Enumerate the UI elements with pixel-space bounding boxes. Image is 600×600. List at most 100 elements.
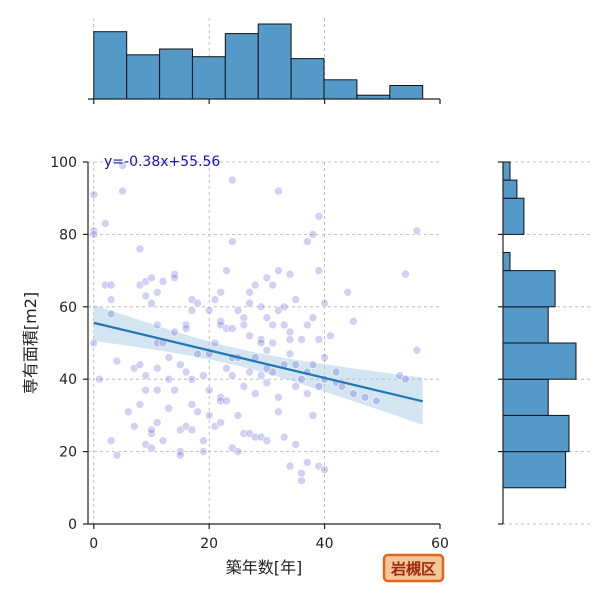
scatter-point (320, 465, 329, 475)
scatter-point (245, 287, 254, 297)
scatter-point (256, 338, 266, 348)
scatter-point (101, 219, 110, 228)
ward-badge: 岩槻区 (382, 553, 445, 583)
right-hist-bar (502, 179, 518, 199)
scatter-point (106, 436, 116, 446)
scatter-point (274, 266, 283, 275)
right-hist-bar (502, 414, 570, 453)
regression-equation: y=-0.38x+55.56 (104, 154, 220, 170)
scatter-point (106, 280, 116, 290)
scatter-point (199, 436, 208, 446)
scatter-point (152, 363, 162, 373)
axes-layer: 0 20 40 60 0 20 40 60 80 100 (50, 155, 449, 552)
scatter-point (268, 320, 278, 330)
scatter-point (401, 269, 410, 279)
scatter-point (147, 298, 156, 308)
scatter-point (210, 338, 220, 348)
scatter-point (89, 230, 99, 239)
scatter-point (176, 360, 185, 370)
scatter-point (308, 411, 318, 420)
x-tick-label: 20 (200, 536, 218, 552)
scatter-point (222, 396, 231, 406)
regression-layer (93, 321, 423, 403)
y-tick-label: 100 (50, 155, 77, 171)
scatter-point (210, 295, 220, 304)
scatter-point (193, 298, 202, 308)
scatter-point (343, 287, 353, 297)
scatter-point (112, 356, 122, 366)
x-tick-label: 0 (89, 536, 98, 552)
scatter-point (152, 320, 162, 330)
right-hist-bar (502, 252, 511, 272)
scatter-point (170, 273, 179, 283)
scatter-point (228, 371, 237, 380)
scatter-point (308, 230, 318, 239)
scatter-point (89, 226, 99, 236)
scatter-point (158, 436, 168, 446)
scatter-point (251, 389, 260, 399)
x-axis-label: 築年数[年] (226, 558, 303, 577)
right-marginal-histogram (498, 161, 590, 525)
scatter-point (302, 237, 312, 246)
y-tick-label: 60 (59, 300, 77, 316)
scatter-point (239, 382, 249, 391)
scatter-point (106, 309, 116, 319)
scatter-point (147, 443, 156, 453)
y-tick-label: 0 (68, 517, 77, 533)
scatter-point (147, 425, 156, 435)
scatter-point (141, 371, 150, 380)
scatter-point (222, 363, 231, 373)
scatter-point (147, 429, 156, 438)
scatter-point (118, 161, 127, 170)
confidence-band (93, 304, 423, 425)
scatter-point (302, 458, 312, 467)
scatter-point (291, 295, 301, 304)
top-hist-bar (191, 56, 226, 100)
top-hist-bar (257, 23, 292, 100)
y-tick-label: 40 (59, 372, 77, 388)
top-hist-bar (290, 58, 325, 100)
scatter-point (302, 389, 312, 399)
y-tick-label: 80 (59, 227, 77, 243)
scatter-point (291, 440, 301, 449)
scatter-point (152, 287, 162, 297)
scatter-point (297, 468, 306, 478)
scatter-point (187, 306, 197, 315)
scatter-point (228, 175, 237, 185)
scatter-point (262, 273, 272, 283)
scatter-point (274, 392, 283, 402)
scatter-point (152, 385, 162, 395)
scatter-point (164, 353, 174, 362)
scatter-point (349, 316, 358, 326)
scatter-point (181, 367, 191, 377)
scatter-point (279, 320, 289, 330)
scatter-point (239, 320, 249, 330)
scatter-point (245, 367, 254, 377)
scatter-point (308, 313, 318, 323)
scatter-point (320, 298, 329, 308)
scatter-point (239, 313, 249, 323)
scatter-point (193, 407, 202, 417)
scatter-point (401, 374, 410, 384)
scatter-point (279, 302, 289, 312)
scatter-point (118, 186, 127, 196)
top-hist-bar (389, 85, 424, 100)
scatter-point (89, 190, 99, 199)
scatter-point (268, 338, 278, 348)
scatter-point (164, 403, 174, 413)
scatter-point (135, 244, 145, 254)
scatter-point (199, 371, 208, 380)
right-hist-bar (502, 270, 556, 308)
scatter-point (233, 411, 243, 420)
scatter-point (233, 306, 243, 315)
scatter-point (256, 371, 266, 380)
x-tick-label: 60 (431, 536, 449, 552)
scatter-point (274, 407, 283, 417)
scatter-point (152, 418, 162, 427)
top-hist-bar (159, 48, 194, 100)
regression-line (93, 321, 423, 403)
scatter-point (228, 237, 237, 246)
scatter-point (245, 331, 254, 341)
